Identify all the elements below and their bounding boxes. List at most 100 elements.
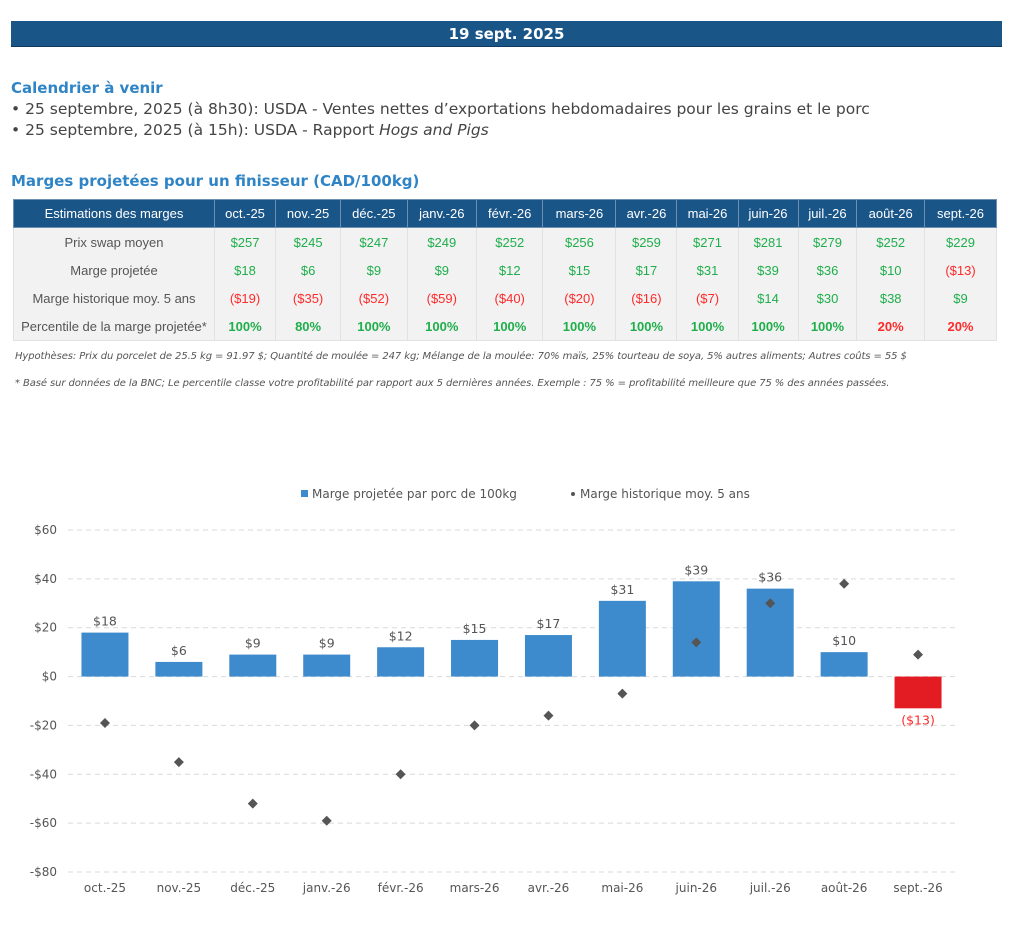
bar: [377, 647, 425, 677]
x-tick-label: août-26: [821, 881, 868, 895]
legend-marker-label: Marge historique moy. 5 ans: [580, 487, 750, 501]
historical-marker: [173, 757, 184, 768]
margin-chart: Marge projetée par porc de 100kg Marge hi…: [30, 487, 955, 895]
calendar-item-text: 25 septembre, 2025 (à 15h): USDA - Rappo…: [25, 121, 380, 139]
row-label: Percentile de la marge projetée*: [13, 312, 215, 341]
row-label: Marge projetée: [13, 256, 215, 284]
header-label: Estimations des marges: [13, 199, 215, 228]
table-cell: ($13): [923, 256, 998, 284]
table-cell: $271: [676, 227, 739, 256]
table-cell: $17: [615, 256, 678, 284]
calendar-title: Calendrier à venir: [11, 79, 163, 97]
bar: [894, 676, 942, 709]
table-cell: 100%: [340, 312, 408, 341]
table-cell: 100%: [737, 312, 799, 341]
calendar-item: • 25 septembre, 2025 (à 15h): USDA - Rap…: [11, 121, 489, 139]
table-cell: 100%: [797, 312, 858, 341]
bar-data-label: ($13): [901, 712, 935, 727]
column-header: juin-26: [737, 199, 799, 228]
table-cell: $9: [406, 256, 477, 284]
column-header: mai-26: [676, 199, 739, 228]
x-tick-label: avr.-26: [528, 881, 570, 895]
table-cell: ($7): [676, 284, 739, 312]
calendar-item-text: 25 septembre, 2025 (à 8h30): USDA - Vent…: [25, 100, 870, 118]
x-tick-label: déc.-25: [230, 881, 275, 895]
historical-marker: [839, 578, 850, 589]
table-cell: $14: [737, 284, 799, 312]
column-header: déc.-25: [340, 199, 408, 228]
bar: [524, 635, 572, 677]
x-tick-label: oct.-25: [84, 881, 126, 895]
table-cell: $31: [676, 256, 739, 284]
bar-data-label: $12: [389, 628, 413, 643]
table-cell: 80%: [275, 312, 342, 341]
calendar-item-italic: Hogs and Pigs: [379, 121, 489, 139]
bar: [155, 661, 203, 677]
table-cell: 100%: [406, 312, 477, 341]
margins-title: Marges projetées pour un finisseur (CAD/…: [11, 172, 420, 190]
calendar-item: • 25 septembre, 2025 (à 8h30): USDA - Ve…: [11, 100, 870, 118]
legend-bar-swatch: [301, 490, 308, 497]
table-cell: $245: [275, 227, 342, 256]
table-cell: $38: [856, 284, 925, 312]
table-cell: $257: [213, 227, 277, 256]
table-cell: $229: [923, 227, 998, 256]
table-cell: $12: [475, 256, 544, 284]
bar-data-label: $36: [758, 570, 782, 585]
table-cell: $281: [737, 227, 799, 256]
table-cell: $6: [275, 256, 342, 284]
bar-data-label: $6: [171, 643, 187, 658]
bar-data-label: $39: [684, 562, 708, 577]
table-cell: $279: [797, 227, 858, 256]
y-tick-label: -$20: [30, 718, 57, 732]
table-cell: $39: [737, 256, 799, 284]
bar-data-label: $15: [463, 621, 487, 636]
table-cell: ($19): [213, 284, 277, 312]
bar: [303, 654, 351, 677]
historical-marker: [543, 710, 554, 721]
table-row: Marge historique moy. 5 ans ($19) ($35) ($5…: [13, 284, 998, 312]
table-cell: 100%: [615, 312, 678, 341]
table-cell: $9: [923, 284, 998, 312]
table-cell: $256: [542, 227, 617, 256]
table-cell: ($52): [340, 284, 408, 312]
row-label: Marge historique moy. 5 ans: [13, 284, 215, 312]
assumptions-note: Hypothèses: Prix du porcelet de 25.5 kg …: [15, 351, 907, 362]
x-tick-label: juil.-26: [749, 881, 791, 895]
historical-marker: [765, 598, 776, 609]
x-tick-label: sept.-26: [893, 881, 942, 895]
x-tick-label: juin-26: [675, 881, 717, 895]
y-tick-label: $60: [34, 523, 57, 537]
x-tick-label: nov.-25: [157, 881, 202, 895]
x-tick-label: mai-26: [601, 881, 643, 895]
column-header: nov.-25: [275, 199, 342, 228]
table-cell: ($59): [406, 284, 477, 312]
bar: [81, 632, 129, 677]
y-tick-label: -$40: [30, 767, 57, 781]
table-cell: $259: [615, 227, 678, 256]
table-cell: ($35): [275, 284, 342, 312]
table-cell: $15: [542, 256, 617, 284]
x-tick-label: janv.-26: [302, 881, 351, 895]
table-cell: $18: [213, 256, 277, 284]
bar: [598, 600, 646, 677]
table-cell: 100%: [213, 312, 277, 341]
bar-data-label: $9: [319, 636, 335, 651]
legend-bar-label: Marge projetée par porc de 100kg: [312, 487, 517, 501]
table-row: Marge projetée $18 $6 $9 $9 $12 $15 $17 $31 $39 $3…: [13, 256, 998, 284]
column-header: janv.-26: [406, 199, 477, 228]
margins-table: Estimations des marges oct.-25 nov.-25 déc…: [13, 199, 998, 341]
table-cell: ($20): [542, 284, 617, 312]
percentile-footnote: * Basé sur données de la BNC; Le percent…: [15, 378, 890, 389]
bar: [229, 654, 277, 677]
table-cell: $10: [856, 256, 925, 284]
column-header: avr.-26: [615, 199, 678, 228]
historical-marker: [395, 769, 406, 780]
row-label: Prix swap moyen: [13, 227, 215, 256]
y-tick-label: -$60: [30, 816, 57, 830]
column-header: sept.-26: [923, 199, 998, 228]
historical-marker: [691, 637, 702, 648]
bar: [672, 581, 720, 677]
bar-data-label: $18: [93, 614, 117, 629]
table-cell: $30: [797, 284, 858, 312]
